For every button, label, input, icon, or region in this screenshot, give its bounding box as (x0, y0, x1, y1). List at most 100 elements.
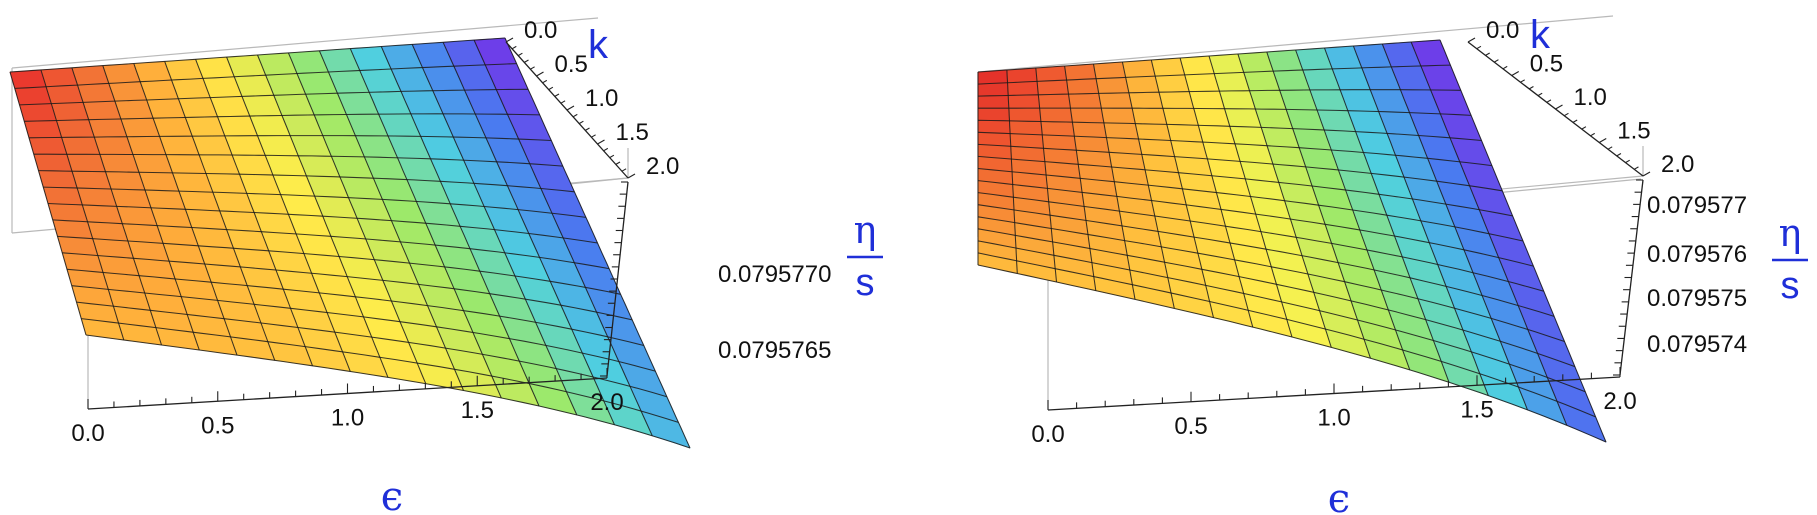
mesh-line-k (85, 334, 691, 449)
z-axis-label-denominator: s (856, 262, 875, 304)
mesh-line-k (977, 264, 1607, 443)
mesh-line-k (24, 113, 540, 122)
surface-patch (1197, 124, 1236, 145)
mesh-line-k (28, 135, 552, 142)
mesh-line-k (977, 252, 1596, 418)
surface-patch (1064, 63, 1097, 81)
surface-patch (1184, 73, 1220, 92)
surface-patch (1066, 78, 1100, 95)
mesh-line-k (977, 167, 1524, 242)
surface-patch (1007, 94, 1040, 109)
surface-patch (1131, 107, 1168, 125)
k-tick-label: 0.5 (1530, 51, 1563, 78)
surface-patch (1070, 107, 1105, 124)
k-tick-mark (1633, 166, 1639, 170)
surface-plot-left: 0.0 0.5 1.0 1.5 2.0 ϵ 0.0 0.5 1.0 1.5 2.0 k 0.079577… (9, 17, 883, 515)
surface-patch (977, 119, 1011, 134)
mesh-line-k (52, 219, 610, 270)
z-tick-label: 0.079574 (1647, 331, 1747, 358)
eps-tick-label: 0.5 (1174, 413, 1207, 440)
k-tick-label: 0.5 (555, 51, 588, 78)
mesh-line-k (977, 180, 1534, 267)
mesh-line-k (71, 285, 656, 372)
mesh-line-k (43, 186, 586, 218)
surface-patch (23, 120, 63, 139)
k-tick-mark (597, 139, 605, 145)
z-axis-label-numerator: η (1779, 211, 1802, 255)
surface-patch (66, 153, 106, 173)
surface-patch (1154, 74, 1190, 93)
z-tick-label: 0.079575 (1647, 285, 1747, 312)
eps-tick-label: 1.0 (331, 405, 364, 432)
surface-patch (977, 82, 1009, 97)
k-tick-mark (1520, 79, 1525, 83)
k-tick-mark (1563, 112, 1569, 117)
surface-patch (40, 67, 78, 88)
k-tick-mark (554, 93, 560, 97)
mesh-line-k (62, 252, 633, 321)
surface-patch (82, 100, 122, 121)
mesh-line-k (977, 64, 1451, 85)
k-tick-mark (615, 161, 621, 165)
surface-patch (977, 95, 1010, 109)
k-tick-mark (1555, 104, 1563, 110)
k-tick-mark (621, 168, 627, 172)
surface-patch (1041, 134, 1077, 151)
k-tick-mark (536, 71, 544, 77)
eps-tick-label: 0.5 (201, 412, 234, 439)
mesh-line-k (66, 268, 644, 347)
k-tick-mark (1616, 153, 1622, 157)
k-tick-mark (1581, 126, 1587, 130)
k-tick-mark (505, 37, 514, 43)
surface-patch (1009, 120, 1043, 136)
mesh-line-k (977, 216, 1565, 342)
surface-patch (1193, 108, 1231, 127)
surface-patch (47, 203, 88, 223)
surface-patch (1039, 107, 1073, 123)
surface-patch (33, 153, 73, 172)
surface-patch (19, 103, 57, 122)
mesh-line-k (977, 89, 1461, 97)
surface-patch (1036, 79, 1069, 96)
surface-patch (1138, 138, 1175, 157)
z-tick-label: 0.079576 (1647, 241, 1747, 268)
k-tick-mark (511, 45, 517, 50)
surface-patch (1188, 90, 1226, 110)
eps-tick-label: 0.0 (1031, 421, 1064, 448)
surface (9, 37, 691, 449)
surface-patch (1074, 135, 1110, 153)
k-tick-mark (1511, 71, 1520, 76)
surface-patch (1037, 93, 1071, 109)
mesh-line-k (977, 192, 1544, 292)
mesh-line-k (977, 39, 1441, 73)
mesh-line-k (977, 228, 1576, 368)
k-tick-mark (566, 105, 575, 111)
k-tick-mark (1625, 159, 1630, 164)
surface-patch (76, 187, 118, 207)
surface-patch (1098, 92, 1133, 109)
surface-patch (1122, 59, 1156, 78)
surface-patch (1100, 107, 1136, 124)
mesh-line-k (76, 301, 668, 398)
k-axis-label: k (588, 23, 609, 67)
k-tick-mark (517, 52, 523, 57)
k-tick-mark (1476, 45, 1482, 50)
k-tick-mark (603, 147, 609, 152)
surface-patch (52, 219, 94, 240)
k-tick-mark (548, 86, 554, 91)
bounding-box-edge (977, 15, 1614, 73)
surface-patch (71, 170, 112, 190)
k-tick-label: 1.0 (585, 85, 618, 112)
surface-patch (1095, 77, 1130, 94)
surface-patch (14, 86, 52, 106)
k-tick-mark (578, 120, 584, 125)
surface-patch (1170, 140, 1208, 160)
eps-tick-label: 2.0 (1603, 388, 1636, 415)
k-tick-mark (524, 59, 529, 63)
k-tick-mark (1642, 171, 1651, 177)
mesh-line-k (978, 107, 1472, 116)
surface-patch (1072, 121, 1107, 138)
surface-patch (28, 137, 68, 155)
surface-patch (1150, 57, 1186, 77)
surface-patch (1068, 93, 1102, 109)
